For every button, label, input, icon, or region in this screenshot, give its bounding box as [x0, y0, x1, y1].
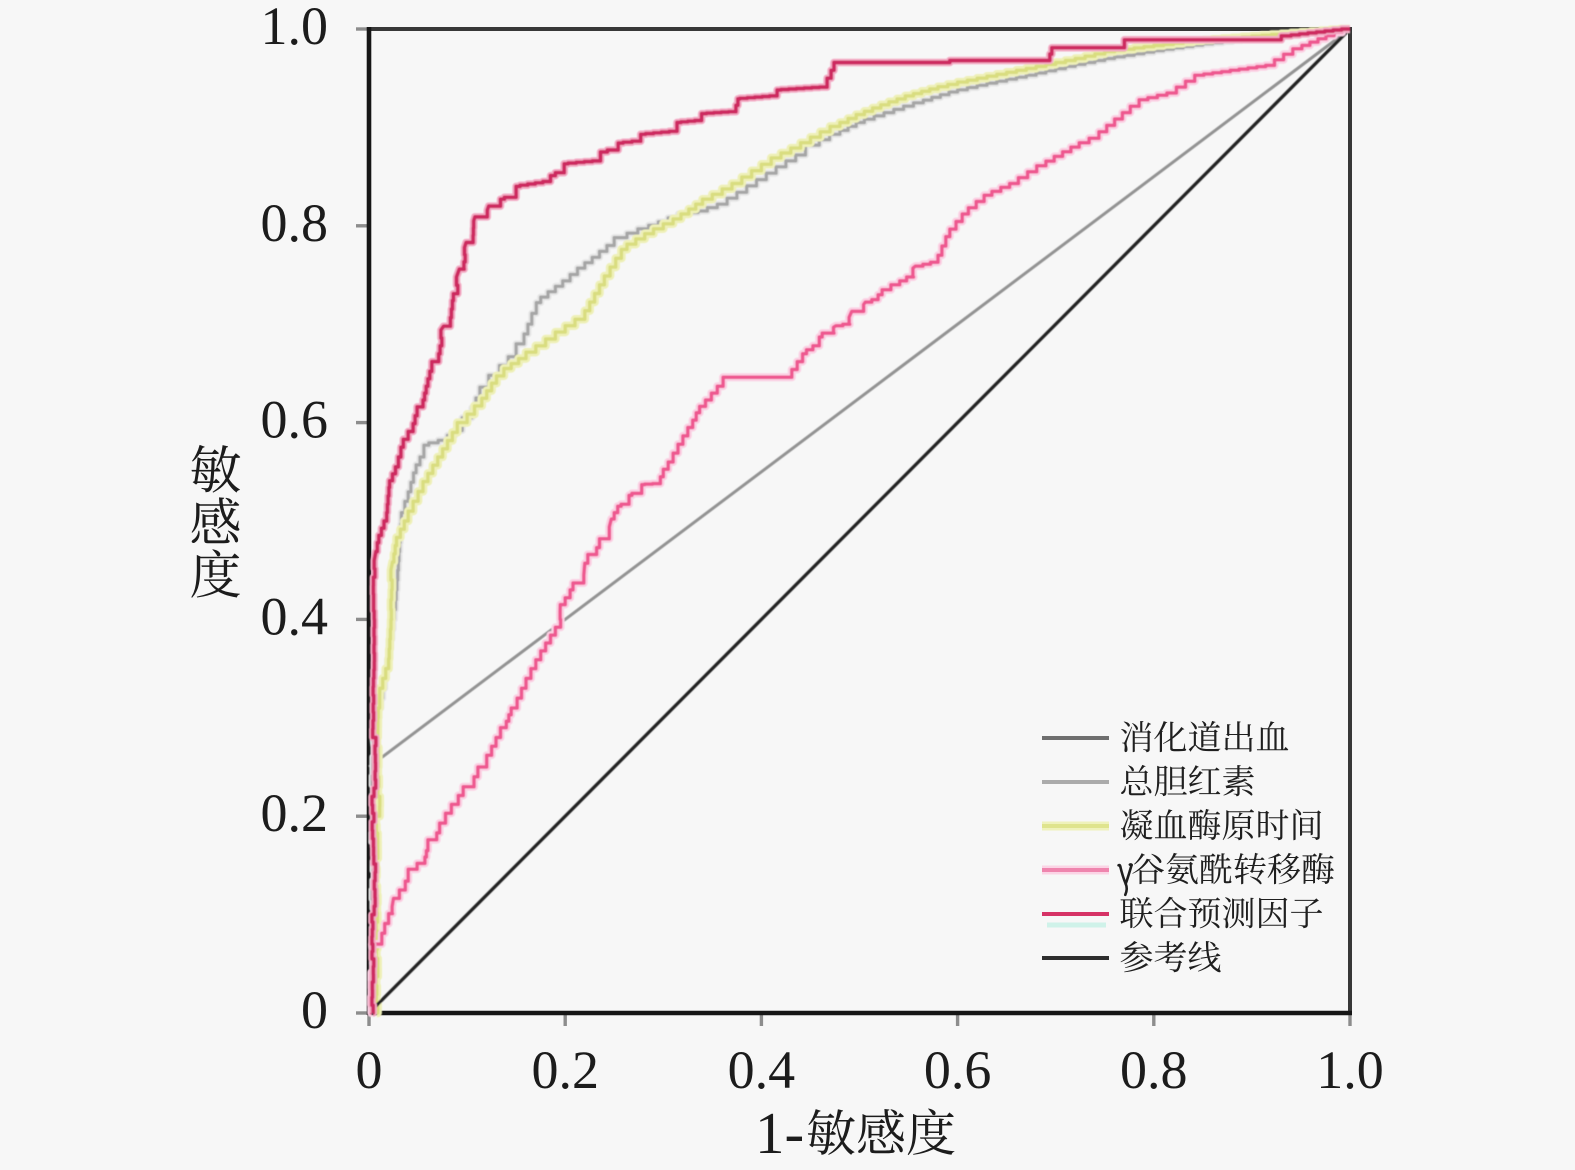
svg-text:0: 0	[301, 980, 328, 1040]
svg-text:1.0: 1.0	[1316, 1040, 1384, 1100]
svg-text:0.2: 0.2	[261, 783, 329, 843]
svg-text:1-: 1-	[755, 1100, 804, 1166]
svg-text:0.6: 0.6	[261, 390, 329, 450]
svg-text:0: 0	[356, 1040, 383, 1100]
svg-text:0.4: 0.4	[261, 586, 329, 646]
svg-text:0.8: 0.8	[1120, 1040, 1188, 1100]
svg-text:0.6: 0.6	[924, 1040, 992, 1100]
svg-text:0.2: 0.2	[531, 1040, 599, 1100]
svg-text:1.0: 1.0	[261, 0, 329, 56]
svg-text:0.4: 0.4	[728, 1040, 796, 1100]
svg-text:0.8: 0.8	[261, 193, 329, 253]
